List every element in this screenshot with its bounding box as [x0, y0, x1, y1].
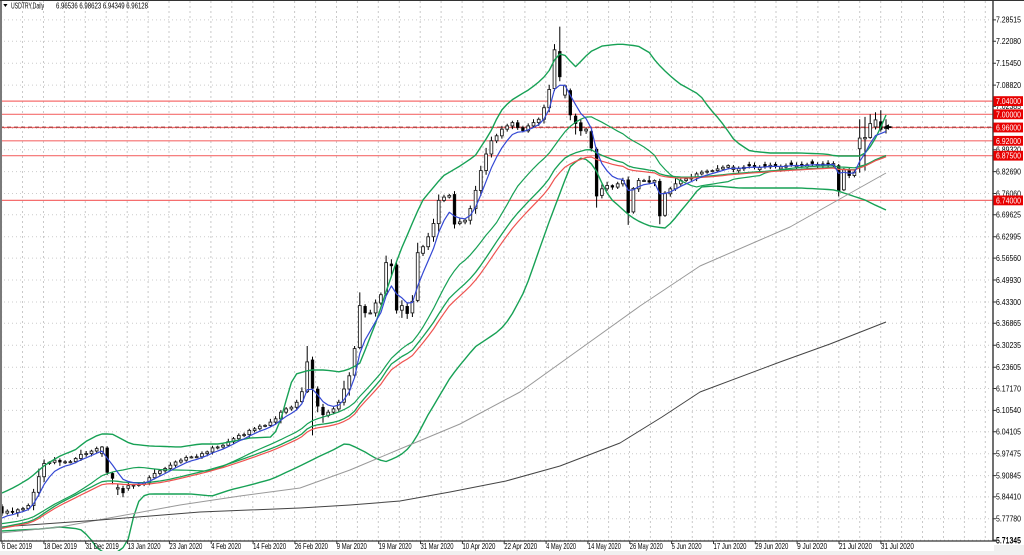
svg-text:9 Mar 2020: 9 Mar 2020: [337, 542, 367, 551]
svg-text:29 Jun 2020: 29 Jun 2020: [755, 542, 788, 551]
svg-text:7.02385: 7.02385: [996, 102, 1021, 111]
svg-text:5.71345: 5.71345: [996, 537, 1021, 546]
svg-text:6.36865: 6.36865: [996, 319, 1021, 328]
svg-text:6.69625: 6.69625: [996, 211, 1021, 220]
svg-text:6.04105: 6.04105: [996, 428, 1021, 437]
svg-text:6.74000: 6.74000: [996, 196, 1021, 205]
svg-text:14 Feb 2020: 14 Feb 2020: [253, 542, 286, 551]
svg-text:6.17170: 6.17170: [996, 384, 1021, 393]
svg-text:6.96536 6.98623 6.94349 6.9612: 6.96536 6.98623 6.94349 6.96128: [56, 2, 148, 11]
svg-text:6.30235: 6.30235: [996, 341, 1021, 350]
svg-text:10 Apr 2020: 10 Apr 2020: [462, 542, 495, 551]
svg-text:6.23605: 6.23605: [996, 363, 1021, 372]
svg-text:7.22080: 7.22080: [996, 37, 1021, 46]
svg-text:6.56560: 6.56560: [996, 254, 1021, 263]
svg-text:7.04000: 7.04000: [996, 97, 1021, 106]
svg-text:5 Jun 2020: 5 Jun 2020: [672, 542, 702, 551]
svg-text:6 Dec 2019: 6 Dec 2019: [2, 542, 32, 551]
svg-text:6.82690: 6.82690: [996, 167, 1021, 176]
svg-text:14 May 2020: 14 May 2020: [588, 542, 621, 551]
svg-text:6.62995: 6.62995: [996, 233, 1021, 242]
svg-text:22 Apr 2020: 22 Apr 2020: [504, 542, 537, 551]
svg-text:23 Jan 2020: 23 Jan 2020: [169, 542, 202, 551]
svg-text:26 May 2020: 26 May 2020: [630, 542, 663, 551]
svg-text:6.92000: 6.92000: [996, 137, 1021, 146]
svg-text:4 Feb 2020: 4 Feb 2020: [211, 542, 241, 551]
svg-text:7.28515: 7.28515: [996, 16, 1021, 25]
svg-text:5.90845: 5.90845: [996, 471, 1021, 480]
svg-text:13 Jan 2020: 13 Jan 2020: [128, 542, 161, 551]
svg-text:7.15450: 7.15450: [996, 59, 1021, 68]
svg-text:5.97475: 5.97475: [996, 450, 1021, 459]
svg-text:5.84410: 5.84410: [996, 493, 1021, 502]
svg-text:7.08820: 7.08820: [996, 81, 1021, 90]
svg-text:7.00000: 7.00000: [996, 110, 1021, 119]
svg-text:5.71345: 5.71345: [996, 536, 1021, 545]
svg-text:17 Jun 2020: 17 Jun 2020: [714, 542, 747, 551]
svg-text:USDTRY,Daily: USDTRY,Daily: [11, 1, 44, 11]
svg-text:6.49930: 6.49930: [996, 276, 1021, 285]
svg-text:6.96000: 6.96000: [996, 124, 1021, 133]
svg-text:19 Mar 2020: 19 Mar 2020: [379, 542, 412, 551]
svg-text:4 May 2020: 4 May 2020: [546, 542, 576, 551]
svg-text:31 Dec 2019: 31 Dec 2019: [86, 542, 119, 551]
svg-text:31 Mar 2020: 31 Mar 2020: [421, 542, 454, 551]
svg-text:6.10540: 6.10540: [996, 406, 1021, 415]
svg-text:18 Dec 2019: 18 Dec 2019: [44, 542, 77, 551]
svg-text:26 Feb 2020: 26 Feb 2020: [295, 542, 328, 551]
svg-text:31 Jul 2020: 31 Jul 2020: [881, 542, 914, 551]
svg-text:5.77780: 5.77780: [996, 515, 1021, 524]
svg-text:6.89320: 6.89320: [996, 146, 1021, 155]
svg-text:6.87500: 6.87500: [996, 152, 1021, 161]
svg-text:9 Jul 2020: 9 Jul 2020: [797, 542, 827, 551]
svg-text:6.43300: 6.43300: [996, 298, 1021, 307]
svg-text:21 Jul 2020: 21 Jul 2020: [839, 542, 872, 551]
svg-text:6.76060: 6.76060: [996, 189, 1021, 198]
